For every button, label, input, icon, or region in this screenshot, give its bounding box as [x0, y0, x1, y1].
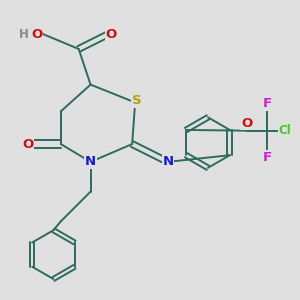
- Text: N: N: [162, 155, 173, 168]
- Text: H: H: [19, 28, 28, 40]
- Text: O: O: [241, 117, 252, 130]
- Text: O: O: [22, 138, 34, 151]
- Text: S: S: [132, 94, 141, 107]
- Text: F: F: [263, 98, 272, 110]
- Text: F: F: [263, 151, 272, 164]
- Text: Cl: Cl: [279, 124, 292, 137]
- Text: N: N: [85, 155, 96, 168]
- Text: O: O: [106, 28, 117, 40]
- Text: O: O: [32, 28, 43, 40]
